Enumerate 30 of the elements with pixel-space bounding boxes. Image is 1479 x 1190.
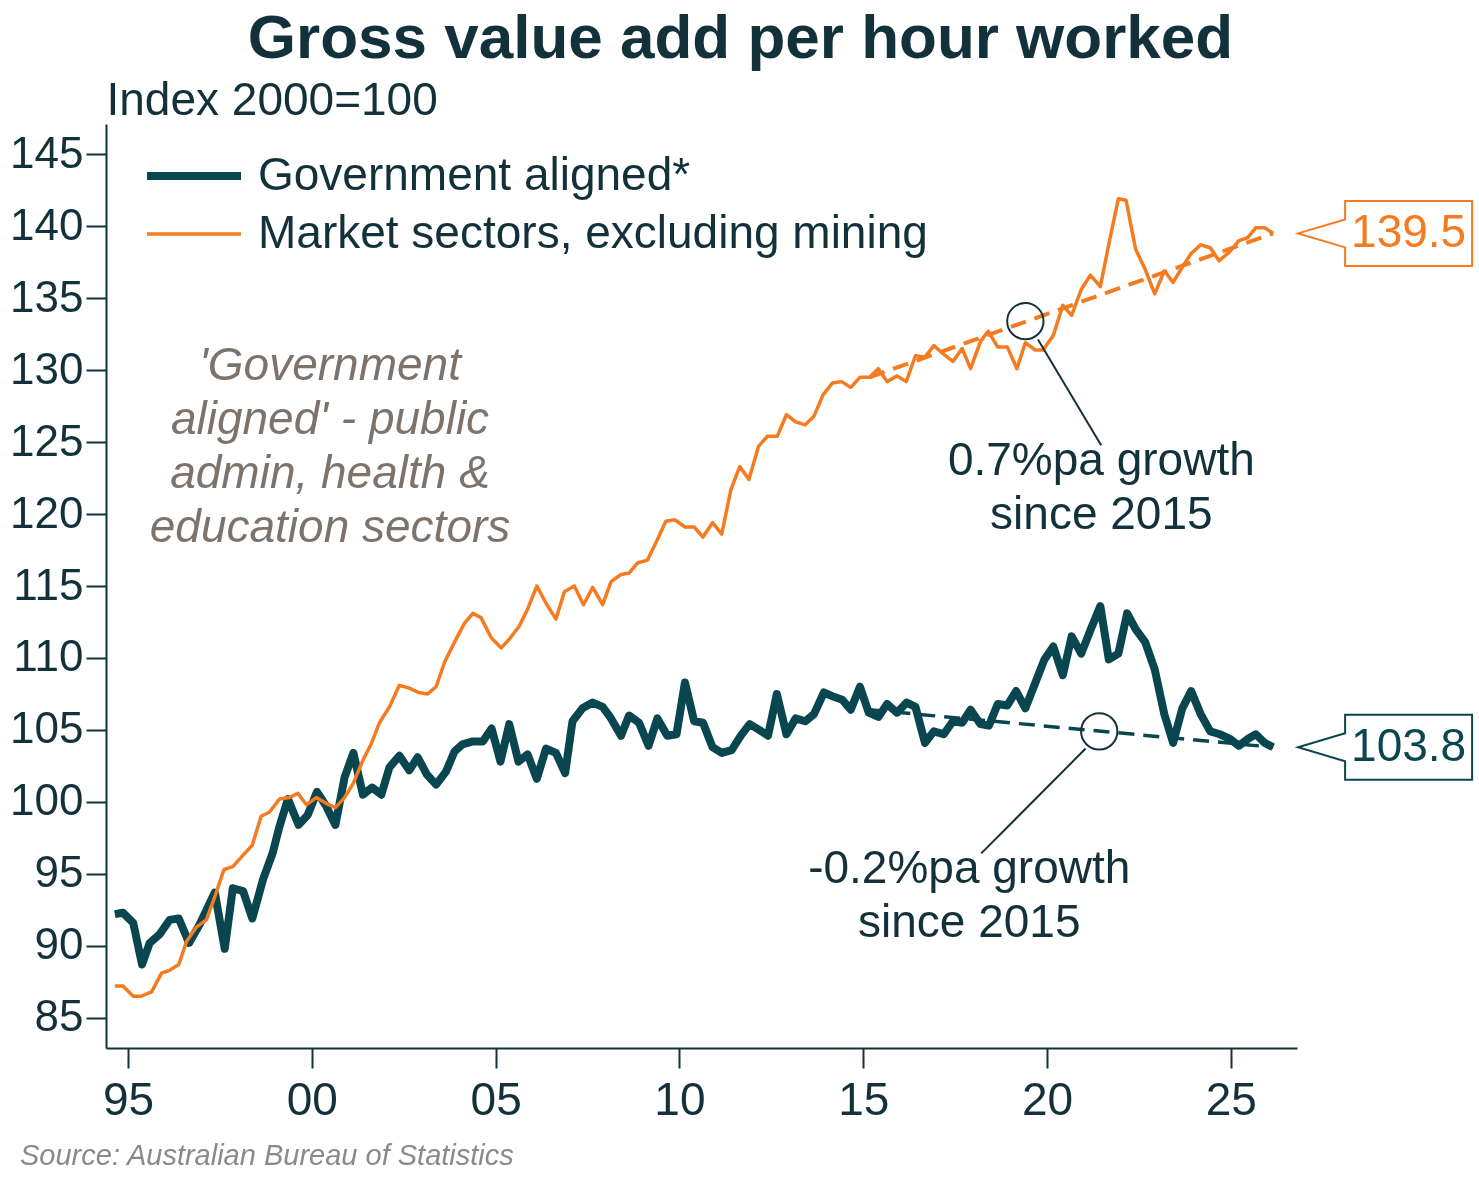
data-label: 139.5 (1351, 205, 1467, 258)
y-tick-label: 140 (10, 199, 84, 249)
data-label: 103.8 (1351, 719, 1467, 772)
y-tick-label: 125 (10, 415, 84, 465)
y-tick-label: 120 (10, 487, 84, 537)
y-tick-label: 130 (10, 343, 84, 393)
x-tick-label: 00 (286, 1072, 338, 1125)
x-tick-label: 95 (102, 1072, 155, 1125)
annotation: -0.2%pa growth since 2015 (808, 841, 1131, 948)
source-note: Source: Australian Bureau of Statistics (20, 1139, 514, 1171)
y-tick-label: 100 (10, 775, 84, 825)
y-tick-label: 145 (10, 127, 84, 177)
y-tick-label: 110 (13, 631, 84, 681)
y-tick-label: 90 (34, 919, 84, 969)
chart-title: Gross value add per hour worked (247, 2, 1234, 71)
x-tick-label: 05 (470, 1072, 522, 1125)
legend-label: Market sectors, excluding mining (258, 206, 928, 258)
y-axis-title: Index 2000=100 (106, 72, 438, 125)
y-tick-label: 85 (34, 991, 84, 1041)
x-tick-label: 20 (1021, 1072, 1074, 1125)
x-tick-label: 15 (838, 1072, 890, 1125)
annotation: 'Government aligned' - public admin, health & education sectors (149, 338, 511, 552)
y-tick-label: 115 (13, 559, 84, 609)
y-tick-label: 95 (34, 847, 84, 897)
y-tick-label: 105 (10, 703, 84, 753)
legend-label: Government aligned* (258, 148, 691, 200)
x-tick-label: 10 (654, 1072, 706, 1125)
x-tick-label: 25 (1205, 1072, 1257, 1125)
annotation: 0.7%pa growth since 2015 (947, 433, 1255, 540)
y-tick-label: 135 (10, 271, 84, 321)
